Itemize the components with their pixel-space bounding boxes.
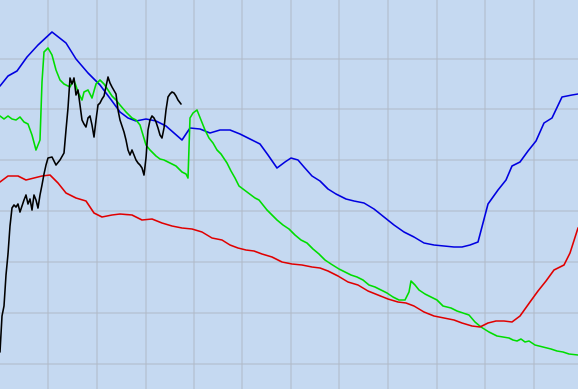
series-line-blue	[0, 31, 578, 248]
series-line-red	[0, 174, 578, 328]
series-lines	[0, 31, 578, 356]
series-line-black	[0, 76, 182, 353]
series-line-green	[0, 47, 578, 356]
